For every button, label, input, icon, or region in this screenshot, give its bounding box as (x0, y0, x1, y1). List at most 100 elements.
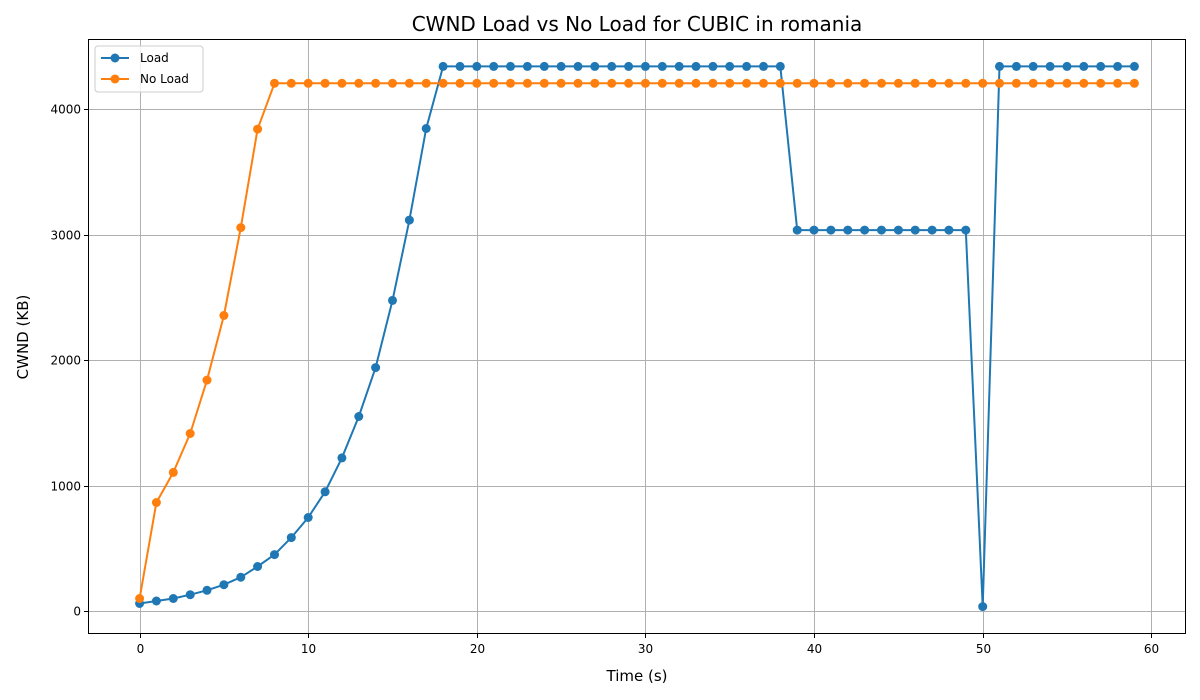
data-point-load (1045, 61, 1055, 71)
data-point-no-load (826, 78, 836, 88)
data-point-no-load (472, 78, 482, 88)
legend-label-load: Load (140, 51, 169, 65)
data-point-no-load (978, 78, 988, 88)
data-point-no-load (657, 78, 667, 88)
data-point-no-load (910, 78, 920, 88)
data-point-load (1113, 61, 1123, 71)
x-tick-label: 20 (470, 642, 485, 656)
legend: Load No Load (94, 45, 204, 93)
data-point-load (944, 225, 954, 235)
data-point-load (320, 487, 330, 497)
data-point-load (371, 363, 381, 373)
data-point-load (590, 61, 600, 71)
data-point-no-load (489, 78, 499, 88)
data-point-no-load (607, 78, 617, 88)
data-point-no-load (961, 78, 971, 88)
data-point-no-load (775, 78, 785, 88)
data-point-no-load (270, 78, 279, 88)
y-tick-label: 4000 (50, 103, 81, 117)
data-point-load (910, 225, 920, 235)
y-axis-label: CWND (KB) (14, 295, 32, 380)
data-point-no-load (320, 78, 330, 88)
data-point-no-load (421, 78, 431, 88)
data-point-load (404, 215, 414, 225)
data-point-no-load (388, 78, 397, 88)
data-point-load (725, 61, 735, 71)
data-point-load (792, 225, 802, 235)
data-point-no-load (1045, 78, 1055, 88)
data-point-load (1129, 61, 1139, 71)
data-point-no-load (708, 78, 718, 88)
x-tick-label: 60 (1144, 642, 1159, 656)
data-point-load (826, 225, 836, 235)
data-point-no-load (1096, 78, 1106, 88)
data-point-no-load (843, 78, 853, 88)
data-point-load (202, 585, 212, 595)
data-point-load (843, 225, 853, 235)
data-point-no-load (995, 78, 1004, 88)
data-point-no-load (337, 78, 347, 88)
data-point-no-load (640, 78, 650, 88)
data-point-load (961, 225, 971, 235)
data-point-load (472, 61, 482, 71)
data-point-no-load (185, 429, 195, 438)
x-axis-ticks: 0 10 20 30 40 50 60 (137, 633, 1159, 656)
data-point-no-load (455, 78, 465, 88)
legend-marker-load (110, 53, 120, 63)
data-point-load (1011, 61, 1021, 71)
data-point-load (337, 453, 347, 463)
data-point-load (303, 513, 313, 522)
data-point-no-load (927, 78, 937, 88)
data-point-load (674, 61, 684, 71)
data-point-no-load (236, 223, 246, 233)
data-point-load (1028, 61, 1038, 71)
data-point-load (995, 61, 1004, 71)
data-point-load (759, 61, 768, 71)
x-tick-label: 50 (976, 642, 991, 656)
data-point-load (877, 225, 886, 235)
data-point-no-load (742, 78, 752, 88)
data-point-no-load (860, 78, 870, 88)
data-point-load (354, 412, 364, 421)
data-point-no-load (539, 78, 549, 88)
data-point-no-load (404, 78, 414, 88)
data-point-no-load (1011, 78, 1021, 88)
data-point-no-load (556, 78, 566, 88)
data-point-no-load (674, 78, 684, 88)
data-point-load (1062, 61, 1072, 71)
chart-title: CWND Load vs No Load for CUBIC in romani… (412, 12, 863, 36)
data-point-no-load (944, 78, 954, 88)
data-point-load (775, 61, 785, 71)
data-point-load (657, 61, 667, 71)
data-point-load (893, 225, 903, 235)
y-tick-label: 0 (73, 605, 81, 619)
data-point-no-load (1129, 78, 1139, 88)
plot-frame (88, 39, 1186, 634)
data-point-no-load (506, 78, 515, 88)
data-point-no-load (1062, 78, 1072, 88)
data-point-load (236, 572, 246, 582)
data-point-no-load (151, 498, 161, 507)
data-point-load (168, 594, 178, 603)
data-point-no-load (792, 78, 802, 88)
data-point-no-load (624, 78, 634, 88)
data-point-no-load (354, 78, 364, 88)
data-point-load (1096, 61, 1106, 71)
data-point-load (219, 580, 229, 590)
data-point-no-load (725, 78, 735, 88)
data-point-load (1079, 61, 1089, 71)
legend-marker-no-load (110, 74, 120, 84)
data-point-load (388, 295, 397, 305)
data-point-load (253, 562, 263, 571)
y-tick-label: 2000 (50, 354, 81, 368)
data-point-load (489, 61, 499, 71)
x-tick-label: 0 (137, 642, 145, 656)
data-point-load (809, 225, 819, 235)
data-point-load (286, 533, 296, 543)
data-point-load (860, 225, 870, 235)
data-point-no-load (1113, 78, 1123, 88)
x-tick-label: 30 (638, 642, 653, 656)
data-point-no-load (1028, 78, 1038, 88)
data-point-load (506, 61, 515, 71)
